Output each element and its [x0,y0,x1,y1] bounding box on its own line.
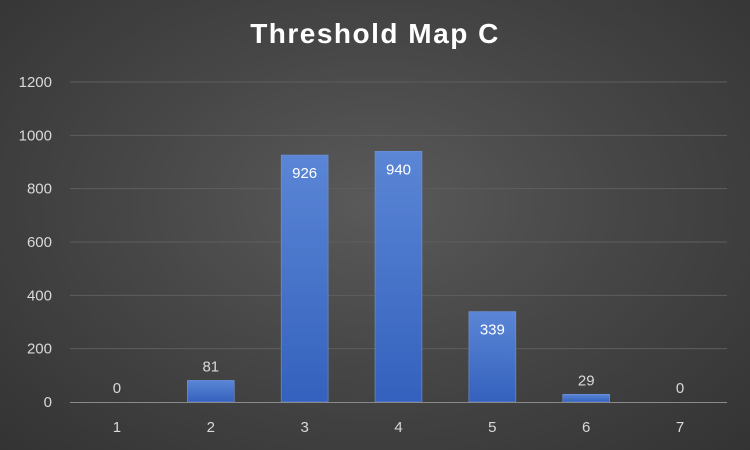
x-tick-label: 5 [488,419,496,436]
data-label: 940 [386,161,411,178]
data-label: 0 [676,380,684,397]
y-axis-tick-labels: 0 200 400 600 800 1000 1200 [19,74,52,411]
bar-3 [280,154,329,403]
y-tick-label: 0 [44,394,52,411]
data-label: 926 [292,165,317,182]
y-tick-label: 1000 [19,127,52,144]
x-tick-label: 1 [113,419,121,436]
y-tick-label: 200 [27,341,52,358]
y-tick-label: 1200 [19,74,52,91]
chart-title: Threshold Map C [250,18,500,49]
data-label: 29 [578,372,595,389]
bar-2 [187,380,235,403]
bar-6 [562,393,610,403]
x-tick-label: 4 [394,419,402,436]
data-labels: 0 81 926 940 339 29 0 [113,161,684,397]
x-axis-tick-labels: 1 2 3 4 5 6 7 [113,419,684,436]
bars [187,151,610,403]
y-tick-label: 600 [27,234,52,251]
data-label: 0 [113,380,121,397]
x-tick-label: 3 [300,419,308,436]
bar-4 [374,151,423,403]
data-label: 81 [202,358,219,375]
data-label: 339 [480,322,505,339]
bar-5 [468,311,517,403]
x-tick-label: 6 [582,419,590,436]
x-tick-label: 2 [207,419,215,436]
x-tick-label: 7 [676,419,684,436]
y-tick-label: 400 [27,287,52,304]
y-tick-label: 800 [27,181,52,198]
